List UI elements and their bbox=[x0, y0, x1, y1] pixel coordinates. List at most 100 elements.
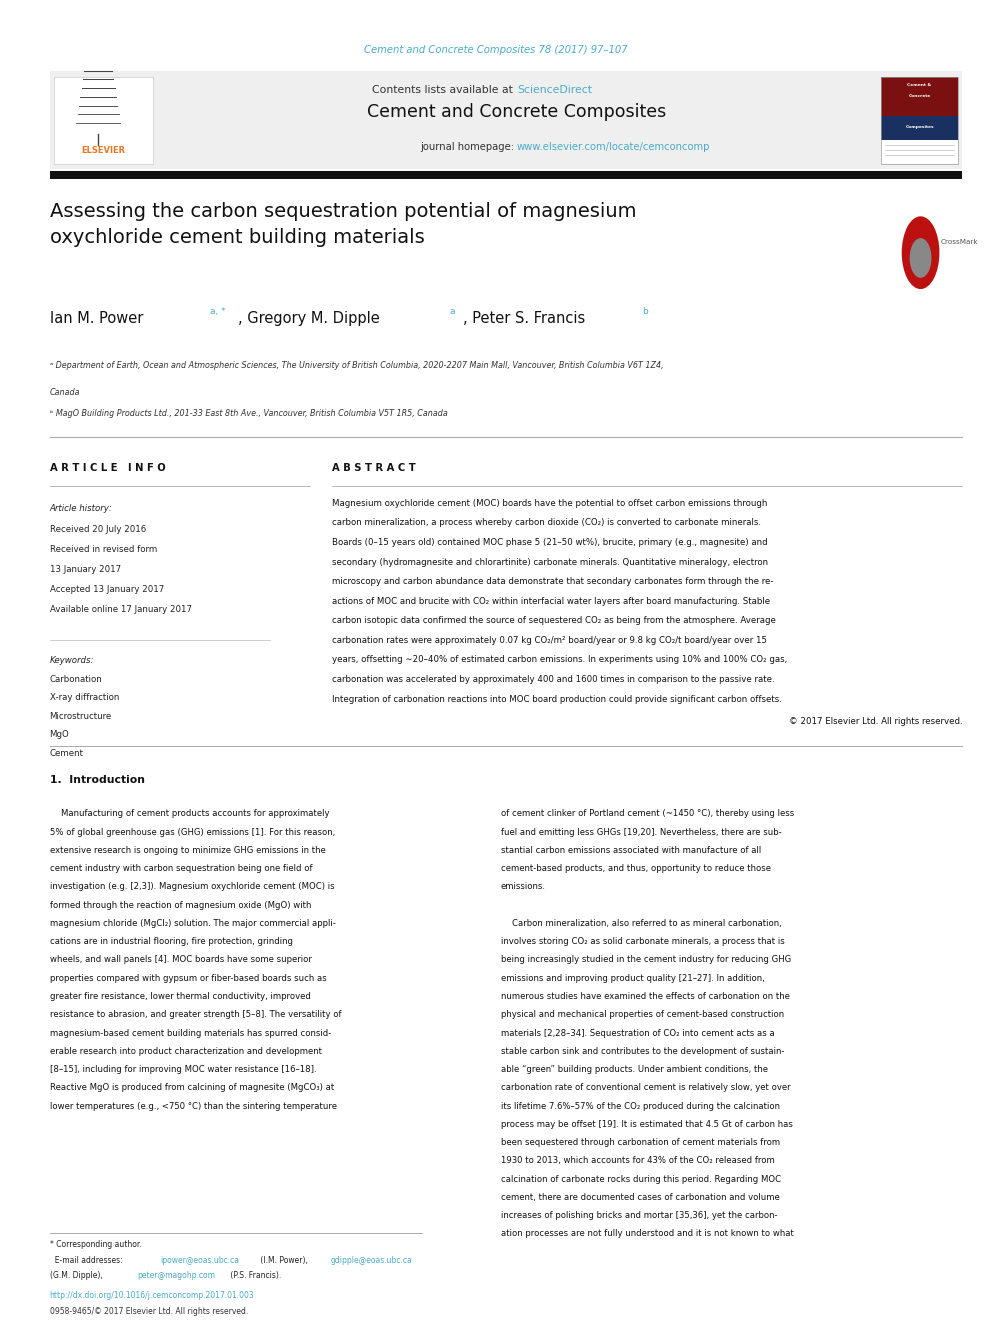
Text: resistance to abrasion, and greater strength [5–8]. The versatility of: resistance to abrasion, and greater stre… bbox=[50, 1011, 341, 1019]
Text: ation processes are not fully understood and it is not known to what: ation processes are not fully understood… bbox=[501, 1229, 794, 1238]
Text: being increasingly studied in the cement industry for reducing GHG: being increasingly studied in the cement… bbox=[501, 955, 792, 964]
Text: magnesium-based cement building materials has spurred consid-: magnesium-based cement building material… bbox=[50, 1028, 331, 1037]
Text: Article history:: Article history: bbox=[50, 504, 112, 513]
Text: Canada: Canada bbox=[50, 388, 80, 397]
Text: a: a bbox=[449, 307, 455, 316]
Text: Boards (0–15 years old) contained MOC phase 5 (21–50 wt%), brucite, primary (e.g: Boards (0–15 years old) contained MOC ph… bbox=[331, 538, 767, 546]
Text: properties compared with gypsum or fiber-based boards such as: properties compared with gypsum or fiber… bbox=[50, 974, 326, 983]
Ellipse shape bbox=[910, 238, 931, 278]
Text: Microstructure: Microstructure bbox=[50, 712, 112, 721]
Text: E-mail addresses:: E-mail addresses: bbox=[50, 1256, 125, 1265]
Text: Magnesium oxychloride cement (MOC) boards have the potential to offset carbon em: Magnesium oxychloride cement (MOC) board… bbox=[331, 499, 767, 508]
Bar bbox=[881, 77, 958, 116]
Text: actions of MOC and brucite with CO₂ within interfacial water layers after board : actions of MOC and brucite with CO₂ with… bbox=[331, 597, 770, 606]
Text: ᵃ Department of Earth, Ocean and Atmospheric Sciences, The University of British: ᵃ Department of Earth, Ocean and Atmosph… bbox=[50, 361, 664, 370]
Text: http://dx.doi.org/10.1016/j.cemconcomp.2017.01.003: http://dx.doi.org/10.1016/j.cemconcomp.2… bbox=[50, 1291, 254, 1301]
Text: cations are in industrial flooring, fire protection, grinding: cations are in industrial flooring, fire… bbox=[50, 937, 293, 946]
Text: A R T I C L E   I N F O: A R T I C L E I N F O bbox=[50, 463, 166, 474]
Text: magnesium chloride (MgCl₂) solution. The major commercial appli-: magnesium chloride (MgCl₂) solution. The… bbox=[50, 919, 335, 927]
Text: stantial carbon emissions associated with manufacture of all: stantial carbon emissions associated wit… bbox=[501, 845, 761, 855]
Text: Concrete: Concrete bbox=[909, 94, 930, 98]
Text: extensive research is ongoing to minimize GHG emissions in the: extensive research is ongoing to minimiz… bbox=[50, 845, 325, 855]
Text: MgO: MgO bbox=[50, 730, 69, 740]
Ellipse shape bbox=[902, 216, 939, 288]
Text: 0958-9465/© 2017 Elsevier Ltd. All rights reserved.: 0958-9465/© 2017 Elsevier Ltd. All right… bbox=[50, 1307, 248, 1316]
Text: years, offsetting ∼20–40% of estimated carbon emissions. In experiments using 10: years, offsetting ∼20–40% of estimated c… bbox=[331, 655, 787, 664]
Text: , Gregory M. Dipple: , Gregory M. Dipple bbox=[238, 311, 385, 325]
Text: Contents lists available at: Contents lists available at bbox=[372, 85, 517, 95]
Text: erable research into product characterization and development: erable research into product characteriz… bbox=[50, 1046, 321, 1056]
Text: Ian M. Power: Ian M. Power bbox=[50, 311, 148, 325]
Text: stable carbon sink and contributes to the development of sustain-: stable carbon sink and contributes to th… bbox=[501, 1046, 785, 1056]
Text: cement industry with carbon sequestration being one field of: cement industry with carbon sequestratio… bbox=[50, 864, 312, 873]
Text: Accepted 13 January 2017: Accepted 13 January 2017 bbox=[50, 585, 164, 594]
Bar bbox=[881, 140, 958, 164]
Text: investigation (e.g. [2,3]). Magnesium oxychloride cement (MOC) is: investigation (e.g. [2,3]). Magnesium ox… bbox=[50, 882, 334, 892]
Text: carbonation rate of conventional cement is relatively slow, yet over: carbonation rate of conventional cement … bbox=[501, 1084, 791, 1093]
Text: Cement &: Cement & bbox=[908, 83, 931, 87]
Text: process may be offset [19]. It is estimated that 4.5 Gt of carbon has: process may be offset [19]. It is estima… bbox=[501, 1119, 793, 1129]
Bar bbox=[50, 71, 962, 169]
Text: microscopy and carbon abundance data demonstrate that secondary carbonates form : microscopy and carbon abundance data dem… bbox=[331, 577, 773, 586]
Text: Keywords:: Keywords: bbox=[50, 656, 94, 665]
Text: Reactive MgO is produced from calcining of magnesite (MgCO₃) at: Reactive MgO is produced from calcining … bbox=[50, 1084, 334, 1093]
Text: CrossMark: CrossMark bbox=[940, 239, 978, 245]
Text: a, *: a, * bbox=[210, 307, 226, 316]
Text: Composites: Composites bbox=[906, 124, 933, 128]
Text: emissions.: emissions. bbox=[501, 882, 546, 892]
Bar bbox=[50, 172, 962, 179]
Text: cement, there are documented cases of carbonation and volume: cement, there are documented cases of ca… bbox=[501, 1193, 780, 1201]
Bar bbox=[881, 116, 958, 140]
Text: Integration of carbonation reactions into MOC board production could provide sig: Integration of carbonation reactions int… bbox=[331, 695, 782, 704]
Text: A B S T R A C T: A B S T R A C T bbox=[331, 463, 416, 474]
Text: formed through the reaction of magnesium oxide (MgO) with: formed through the reaction of magnesium… bbox=[50, 901, 310, 910]
Text: Cement: Cement bbox=[50, 749, 83, 758]
Text: ScienceDirect: ScienceDirect bbox=[517, 85, 592, 95]
Text: materials [2,28–34]. Sequestration of CO₂ into cement acts as a: materials [2,28–34]. Sequestration of CO… bbox=[501, 1028, 775, 1037]
Text: b: b bbox=[642, 307, 648, 316]
Text: Carbon mineralization, also referred to as mineral carbonation,: Carbon mineralization, also referred to … bbox=[501, 919, 782, 927]
Text: 1930 to 2013, which accounts for 43% of the CO₂ released from: 1930 to 2013, which accounts for 43% of … bbox=[501, 1156, 775, 1166]
Text: Carbonation: Carbonation bbox=[50, 675, 102, 684]
Text: Cement and Concrete Composites: Cement and Concrete Composites bbox=[367, 103, 667, 122]
Text: Assessing the carbon sequestration potential of magnesium
oxychloride cement bui: Assessing the carbon sequestration poten… bbox=[50, 202, 636, 247]
Text: able “green” building products. Under ambient conditions, the: able “green” building products. Under am… bbox=[501, 1065, 768, 1074]
Text: ᵇ MagO Building Products Ltd., 201-33 East 8th Ave., Vancouver, British Columbia: ᵇ MagO Building Products Ltd., 201-33 Ea… bbox=[50, 409, 447, 418]
Text: wheels, and wall panels [4]. MOC boards have some superior: wheels, and wall panels [4]. MOC boards … bbox=[50, 955, 311, 964]
Text: cement-based products, and thus, opportunity to reduce those: cement-based products, and thus, opportu… bbox=[501, 864, 771, 873]
Text: © 2017 Elsevier Ltd. All rights reserved.: © 2017 Elsevier Ltd. All rights reserved… bbox=[789, 717, 962, 726]
Text: carbonation was accelerated by approximately 400 and 1600 times in comparison to: carbonation was accelerated by approxima… bbox=[331, 675, 774, 684]
Text: www.elsevier.com/locate/cemconcomp: www.elsevier.com/locate/cemconcomp bbox=[517, 142, 710, 152]
Text: ipower@eoas.ubc.ca: ipower@eoas.ubc.ca bbox=[161, 1256, 240, 1265]
Bar bbox=[54, 77, 153, 164]
Text: ELSEVIER: ELSEVIER bbox=[81, 146, 125, 155]
Text: involves storing CO₂ as solid carbonate minerals, a process that is: involves storing CO₂ as solid carbonate … bbox=[501, 937, 785, 946]
Text: its lifetime 7.6%–57% of the CO₂ produced during the calcination: its lifetime 7.6%–57% of the CO₂ produce… bbox=[501, 1102, 780, 1110]
Text: carbon mineralization, a process whereby carbon dioxide (CO₂) is converted to ca: carbon mineralization, a process whereby… bbox=[331, 519, 761, 528]
Text: * Corresponding author.: * Corresponding author. bbox=[50, 1240, 141, 1249]
Text: 5% of global greenhouse gas (GHG) emissions [1]. For this reason,: 5% of global greenhouse gas (GHG) emissi… bbox=[50, 828, 335, 836]
Text: X-ray diffraction: X-ray diffraction bbox=[50, 693, 119, 703]
Text: peter@magohp.com: peter@magohp.com bbox=[137, 1271, 215, 1281]
Text: (G.M. Dipple),: (G.M. Dipple), bbox=[50, 1271, 105, 1281]
Text: gdipple@eoas.ubc.ca: gdipple@eoas.ubc.ca bbox=[330, 1256, 412, 1265]
Text: increases of polishing bricks and mortar [35,36], yet the carbon-: increases of polishing bricks and mortar… bbox=[501, 1211, 778, 1220]
Text: physical and mechanical properties of cement-based construction: physical and mechanical properties of ce… bbox=[501, 1011, 784, 1019]
Text: Received in revised form: Received in revised form bbox=[50, 545, 157, 554]
Text: greater fire resistance, lower thermal conductivity, improved: greater fire resistance, lower thermal c… bbox=[50, 992, 310, 1002]
Text: carbon isotopic data confirmed the source of sequestered CO₂ as being from the a: carbon isotopic data confirmed the sourc… bbox=[331, 617, 776, 626]
Text: journal homepage:: journal homepage: bbox=[420, 142, 517, 152]
Text: calcination of carbonate rocks during this period. Regarding MOC: calcination of carbonate rocks during th… bbox=[501, 1175, 781, 1184]
Bar bbox=[881, 77, 958, 164]
Text: of cement clinker of Portland cement (~1450 °C), thereby using less: of cement clinker of Portland cement (~1… bbox=[501, 810, 795, 819]
Text: fuel and emitting less GHGs [19,20]. Nevertheless, there are sub-: fuel and emitting less GHGs [19,20]. Nev… bbox=[501, 828, 782, 836]
Text: Received 20 July 2016: Received 20 July 2016 bbox=[50, 525, 146, 534]
Text: Manufacturing of cement products accounts for approximately: Manufacturing of cement products account… bbox=[50, 810, 329, 819]
Text: secondary (hydromagnesite and chlorartinite) carbonate minerals. Quantitative mi: secondary (hydromagnesite and chlorartin… bbox=[331, 557, 768, 566]
Text: been sequestered through carbonation of cement materials from: been sequestered through carbonation of … bbox=[501, 1138, 780, 1147]
Text: carbonation rates were approximately 0.07 kg CO₂/m² board/year or 9.8 kg CO₂/t b: carbonation rates were approximately 0.0… bbox=[331, 636, 767, 644]
Text: numerous studies have examined the effects of carbonation on the: numerous studies have examined the effec… bbox=[501, 992, 790, 1002]
Text: emissions and improving product quality [21–27]. In addition,: emissions and improving product quality … bbox=[501, 974, 765, 983]
Text: [8–15], including for improving MOC water resistance [16–18].: [8–15], including for improving MOC wate… bbox=[50, 1065, 316, 1074]
Text: 13 January 2017: 13 January 2017 bbox=[50, 565, 121, 574]
